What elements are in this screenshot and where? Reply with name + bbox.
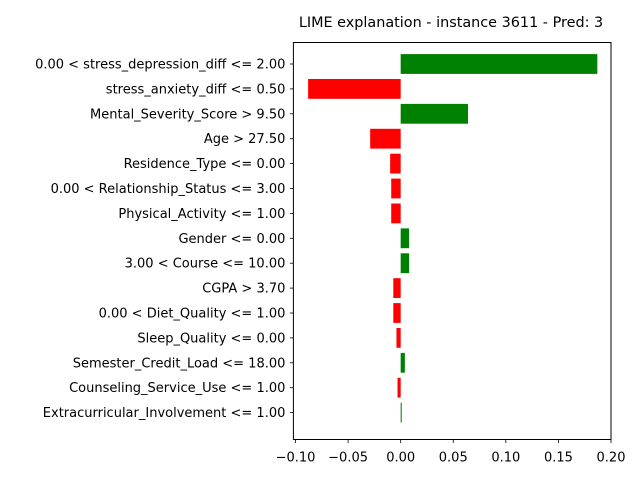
y-tick-label-6: Physical_Activity <= 1.00 (118, 207, 285, 222)
x-tick-label-0: −0.10 (276, 451, 316, 466)
y-tick-label-13: Counseling_Service_Use <= 1.00 (69, 381, 285, 396)
x-tick-label-2: 0.00 (386, 451, 415, 466)
bar-5 (391, 178, 401, 199)
bar-4 (390, 153, 401, 174)
y-tick-label-10: 0.00 < Diet_Quality <= 1.00 (99, 307, 286, 322)
bar-14 (400, 402, 402, 423)
x-tick-label-6: 0.20 (597, 451, 626, 466)
y-tick-label-3: Age > 27.50 (204, 132, 286, 147)
bar-1 (308, 79, 401, 99)
x-ticks-group: −0.10 −0.05 0.00 0.05 0.10 0.15 0.20 (276, 439, 626, 466)
y-tick-label-7: Gender <= 0.00 (178, 232, 285, 247)
y-tick-label-2: Mental_Severity_Score > 9.50 (90, 107, 285, 122)
bar-10 (393, 303, 401, 323)
y-tick-label-1: stress_anxiety_diff <= 0.50 (106, 82, 286, 97)
bar-0 (400, 54, 598, 74)
bar-6 (391, 203, 401, 224)
bar-3 (370, 128, 401, 149)
y-tick-label-8: 3.00 < Course <= 10.00 (125, 257, 286, 272)
y-tick-label-9: CGPA > 3.70 (202, 282, 285, 297)
y-tick-label-5: 0.00 < Relationship_Status <= 3.00 (51, 182, 286, 197)
bar-7 (400, 228, 410, 249)
bar-11 (396, 328, 401, 348)
y-tick-label-11: Sleep_Quality <= 0.00 (137, 331, 285, 346)
y-tick-label-4: Residence_Type <= 0.00 (124, 157, 286, 172)
y-tick-labels: 0.00 < stress_depression_diff <= 2.00 str… (35, 58, 294, 421)
y-tick-label-14: Extracurricular_Involvement <= 1.00 (43, 406, 286, 421)
bar-2 (400, 103, 468, 124)
bar-13 (397, 377, 401, 398)
plot-frame (292, 42, 612, 440)
x-tick-label-5: 0.15 (544, 451, 573, 466)
y-tick-label-0: 0.00 < stress_depression_diff <= 2.00 (35, 58, 285, 73)
bar-12 (400, 352, 405, 373)
bar-9 (393, 278, 401, 298)
chart-title: LIME explanation - instance 3611 - Pred:… (299, 15, 603, 31)
bar-8 (400, 253, 410, 274)
x-tick-label-3: 0.05 (439, 451, 468, 466)
bars-group (308, 54, 598, 423)
y-tick-label-12: Semester_Credit_Load <= 18.00 (73, 356, 286, 371)
x-tick-label-1: −0.05 (328, 451, 368, 466)
x-tick-label-4: 0.10 (491, 451, 520, 466)
